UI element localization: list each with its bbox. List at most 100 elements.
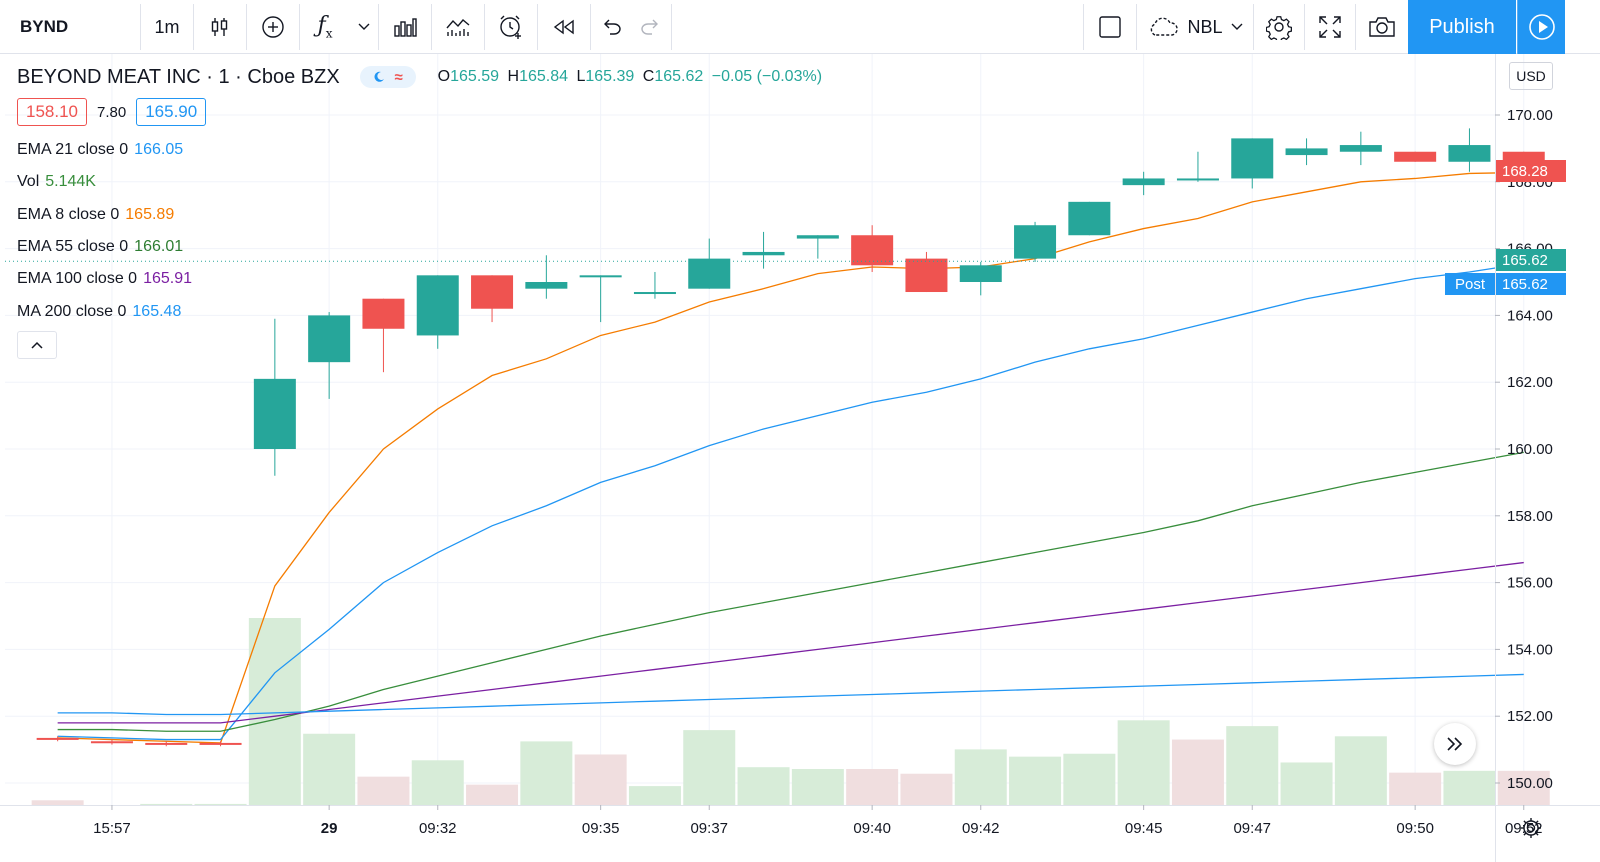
top-toolbar: BYND 1m ƒx NBL [0,0,1600,54]
redo-icon [641,19,658,35]
publish-label: Publish [1429,15,1495,38]
templates-button[interactable] [432,0,484,54]
undo-button[interactable] [591,0,631,54]
extended-hours-icon: ≈ [394,68,403,86]
study-value: 166.05 [134,141,184,158]
study-label: MA 200 close 0 [17,303,127,320]
volume-bar [357,776,410,805]
currency-button[interactable]: USD [1509,62,1553,90]
time-tick-label: 09:42 [962,820,1000,837]
chevron-up-icon [31,341,43,349]
candle-body [90,741,133,744]
indicators-dropdown-button[interactable] [350,0,378,54]
chart-settings-button[interactable] [1518,815,1544,841]
open-key: O [437,68,451,85]
scroll-to-realtime-button[interactable] [1434,723,1476,765]
bid-price[interactable]: 158.10 [17,98,87,126]
candle-body [796,235,839,239]
candle-body [579,275,622,278]
price-tick-label: 160.00 [1507,441,1553,458]
candle-body [525,282,568,289]
post-market-price-label: 165.62 [1496,273,1566,295]
price-tick-label: 158.00 [1507,508,1553,525]
candle-body [688,258,731,289]
spread-value: 7.80 [97,103,127,121]
fx-icon: ƒx [317,13,333,41]
study-ema55[interactable]: EMA 55 close 0 166.01 [17,238,183,256]
volume-bar [1334,736,1387,805]
candle-body [1285,148,1328,156]
interval-label: 1m [154,16,180,37]
study-ema8[interactable]: EMA 8 close 0 165.89 [17,206,174,224]
redo-button[interactable] [631,0,671,54]
play-button[interactable] [1517,0,1565,54]
gear-icon [1266,16,1292,40]
study-label: EMA 55 close 0 [17,238,129,255]
financials-button[interactable] [379,0,431,54]
volume-bar [1171,739,1224,805]
high-value: 165.84 [519,68,569,85]
layout-save-button[interactable]: NBL [1137,0,1253,54]
study-volume[interactable]: Vol 5.144K [17,173,96,191]
volume-bar [411,760,464,805]
volume-bar [140,803,193,805]
candle-body [253,378,296,449]
volume-bar [1497,770,1550,805]
candle-body [416,275,459,336]
chart-canvas[interactable]: 170.00168.00166.00164.00162.00160.00158.… [0,54,1600,862]
ma200-line [57,673,1524,716]
indicators-button[interactable]: ƒx [300,0,350,54]
volume-bar [1226,726,1279,805]
alert-button[interactable] [485,0,537,54]
fullscreen-icon [1319,16,1341,38]
volume-bar [683,730,736,805]
candle-body [145,742,188,745]
price-tick-label: 154.00 [1507,641,1553,658]
current-price-label: 165.62 [1496,249,1566,271]
close-value: 165.62 [654,68,704,85]
price-tick-label: 170.00 [1507,107,1553,124]
legend-title-row: BEYOND MEAT INC · 1 · Cboe BZX ≈ O165.59… [17,64,822,90]
open-value: 165.59 [450,68,500,85]
study-ema100[interactable]: EMA 100 close 0 165.91 [17,270,192,288]
compare-add-button[interactable] [247,0,299,54]
replay-button[interactable] [538,0,590,54]
time-tick-label: 09:35 [582,820,620,837]
legend-collapse-button[interactable] [17,331,57,359]
ema8-line [57,171,1524,744]
time-tick-label: 15:57 [93,820,131,837]
volume-bar [737,767,790,805]
undo-icon [604,19,621,35]
fullscreen-button[interactable] [1305,0,1355,54]
publish-button[interactable]: Publish [1408,0,1516,54]
moon-icon [374,71,384,82]
chart-type-button[interactable] [194,0,246,54]
time-tick-label: 09:37 [690,820,728,837]
volume-bar [574,754,627,805]
market-status-pill[interactable]: ≈ [359,66,416,88]
price-tick-label: 164.00 [1507,307,1553,324]
interval-button[interactable]: 1m [141,0,193,54]
price-tick-label: 152.00 [1507,708,1553,725]
symbol-search-button[interactable]: BYND [0,0,140,54]
candle-body [1176,178,1219,181]
settings-button[interactable] [1254,0,1304,54]
candle-body [199,742,242,745]
volume-bar [628,786,681,805]
study-label: EMA 100 close 0 [17,270,138,287]
price-tick-label: 150.00 [1507,775,1553,792]
snapshot-button[interactable] [1356,0,1408,54]
ema100-line [57,561,1524,724]
symbol-title[interactable]: BEYOND MEAT INC · 1 · Cboe BZX [17,65,340,88]
volume-bar [846,769,899,805]
time-tick-label: 09:40 [853,820,891,837]
rectangle-select-button[interactable] [1084,0,1136,54]
time-tick-label: 09:47 [1233,820,1271,837]
alarm-clock-icon [500,15,521,39]
study-ema21[interactable]: EMA 21 close 0 166.05 [17,141,183,159]
ask-price[interactable]: 165.90 [136,98,207,126]
study-ma200[interactable]: MA 200 close 0 165.48 [17,303,181,321]
study-value: 165.89 [125,206,175,223]
volume-bar [954,749,1007,805]
candle-body [633,292,676,295]
